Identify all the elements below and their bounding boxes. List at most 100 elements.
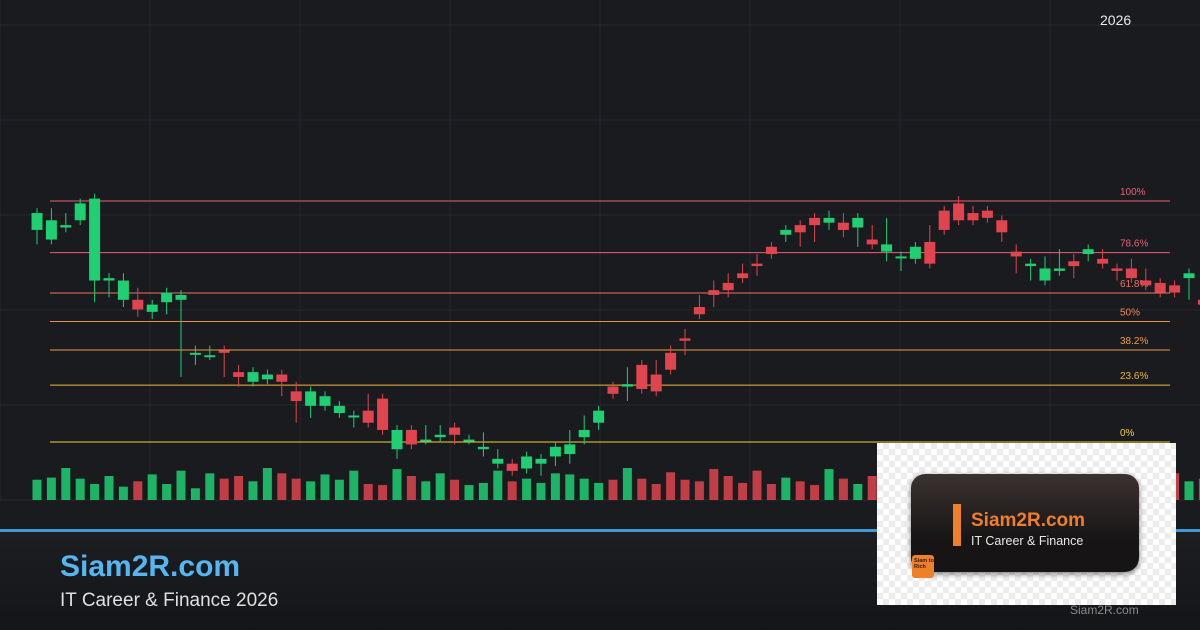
volume-bar xyxy=(536,482,546,500)
volume-bar xyxy=(752,470,762,500)
candle-body xyxy=(204,355,216,358)
volume-bar xyxy=(637,478,647,500)
candle-body xyxy=(780,229,792,235)
volume-bar xyxy=(694,481,704,500)
candle-body xyxy=(1082,249,1094,255)
volume-bar xyxy=(90,484,100,500)
candle-body xyxy=(636,364,648,389)
volume-bar xyxy=(723,476,733,500)
candle-body xyxy=(809,217,821,226)
volume-bar xyxy=(176,470,186,500)
volume-bar xyxy=(478,482,488,500)
candle-body xyxy=(276,374,288,382)
candle-body xyxy=(117,280,129,300)
candle-body xyxy=(564,444,576,455)
candle-body xyxy=(506,463,518,471)
candle-body xyxy=(535,458,547,464)
candle-body xyxy=(377,398,389,430)
volume-bar xyxy=(853,484,863,500)
fib-level-label: 61.8% xyxy=(1120,279,1148,290)
candle-body xyxy=(665,352,677,370)
candle-body xyxy=(45,220,57,240)
candle-body xyxy=(247,372,259,382)
logo-panel: Siam2R.com IT Career & Finance Siam to R… xyxy=(877,443,1176,605)
candle-body xyxy=(449,427,461,435)
candle-body xyxy=(132,299,144,310)
candle-body xyxy=(823,217,835,223)
candle-body xyxy=(1154,282,1166,293)
candlestick-chart: 100% 78.6% 61.8% 50% 38.2% 23.6% 0% xyxy=(0,0,1200,501)
candle-body xyxy=(737,273,749,279)
volume-bar xyxy=(421,481,431,500)
volume-bar xyxy=(363,484,373,500)
candle-body xyxy=(938,210,950,230)
candle-body xyxy=(1125,268,1137,279)
volume-bar xyxy=(277,473,287,500)
candle-body xyxy=(391,429,403,450)
candle-body xyxy=(996,220,1008,233)
volume-bar xyxy=(738,482,748,500)
volume-bar xyxy=(507,481,517,500)
candle-body xyxy=(909,246,921,259)
candle-body xyxy=(981,210,993,218)
logo-subtitle: IT Career & Finance xyxy=(971,534,1084,548)
candle-body xyxy=(477,446,489,450)
volume-bar xyxy=(306,481,316,500)
volume-bar xyxy=(262,468,272,500)
candle-body xyxy=(233,372,245,377)
candle-body xyxy=(405,429,417,445)
year-label: 2026 xyxy=(1100,12,1132,28)
candle-body xyxy=(593,410,605,423)
volume-bar xyxy=(550,473,560,500)
brand-title[interactable]: Siam2R.com xyxy=(60,550,241,583)
volume-bar xyxy=(118,486,128,500)
candle-body xyxy=(751,263,763,267)
volume-bar xyxy=(219,478,229,500)
volume-bar xyxy=(378,485,388,500)
candle-body xyxy=(1068,261,1080,267)
volume-bar xyxy=(579,478,589,500)
candle-body xyxy=(305,391,317,406)
candle-body xyxy=(1039,268,1051,281)
candle-body xyxy=(290,391,302,402)
candle-body xyxy=(794,225,806,233)
candle-body xyxy=(1111,268,1123,271)
logo-title: Siam2R.com xyxy=(971,510,1086,531)
volume-bar xyxy=(838,478,848,500)
watermark: Siam2R.com xyxy=(1070,603,1139,617)
volume-bar xyxy=(795,481,805,500)
fib-level-label: 38.2% xyxy=(1120,336,1148,347)
candle-body xyxy=(953,203,965,221)
candle-body xyxy=(708,290,720,295)
candle-body xyxy=(1097,258,1109,264)
candle-body xyxy=(189,352,201,355)
candle-body xyxy=(319,396,331,406)
candle-body xyxy=(463,439,475,442)
candle-body xyxy=(549,446,561,457)
candle-body xyxy=(146,304,158,312)
candle-body xyxy=(492,458,504,464)
candle-body xyxy=(1169,285,1181,293)
volume-bar xyxy=(565,474,575,500)
fib-level-label: 0% xyxy=(1120,428,1135,439)
candle-body xyxy=(348,415,360,418)
volume-bar xyxy=(666,472,676,500)
volume-bar xyxy=(406,476,416,500)
volume-bar xyxy=(709,469,719,500)
candle-body xyxy=(837,222,849,230)
volume-bar xyxy=(162,484,172,500)
candle-body xyxy=(1010,251,1022,257)
volume-bar xyxy=(435,473,445,500)
candle-body xyxy=(362,410,374,423)
candle-body xyxy=(852,217,864,228)
volume-bar xyxy=(651,484,661,500)
candle-body xyxy=(1025,263,1037,267)
volume-bar xyxy=(104,476,114,500)
candle-body xyxy=(261,374,273,380)
candle-body xyxy=(161,292,173,303)
chart-canvas: 100% 78.6% 61.8% 50% 38.2% 23.6% 0% xyxy=(0,0,1200,501)
candle-body xyxy=(175,294,187,300)
volume-bar xyxy=(32,479,42,500)
volume-bar xyxy=(334,479,344,500)
candle-body xyxy=(895,256,907,259)
